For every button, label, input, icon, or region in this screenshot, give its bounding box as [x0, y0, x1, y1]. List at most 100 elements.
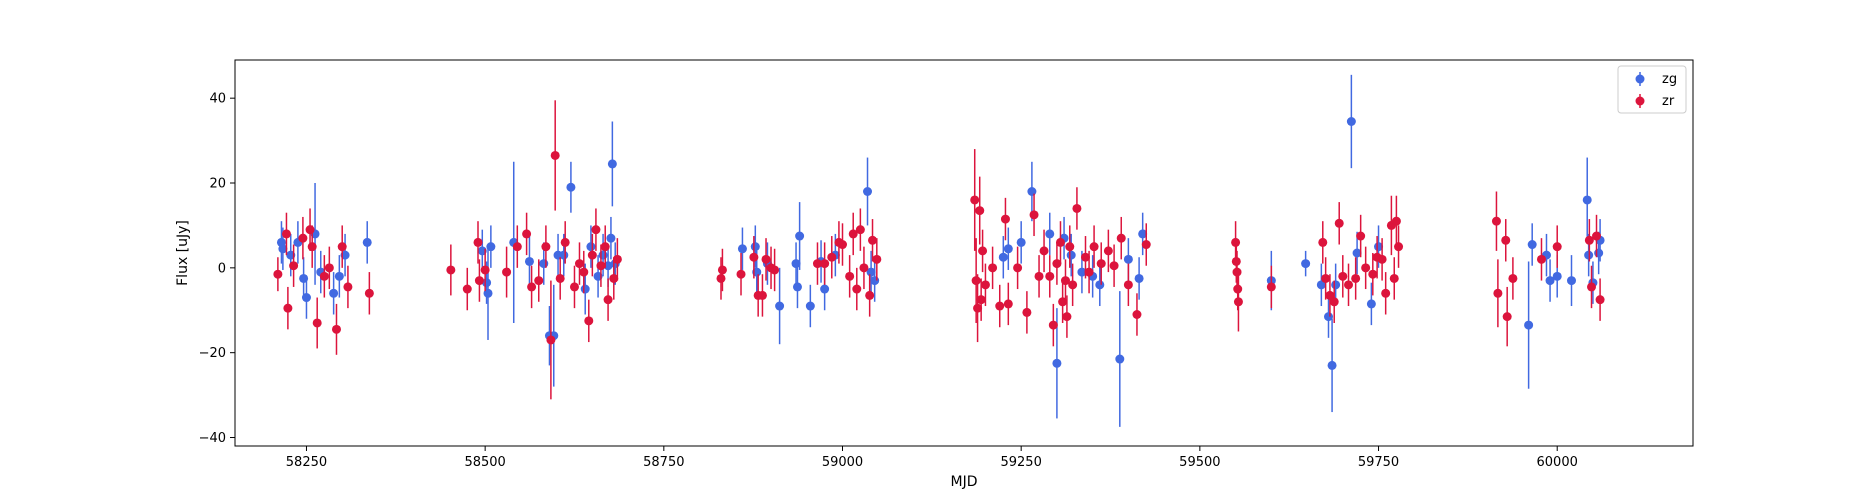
- data-point-zr: [502, 267, 512, 277]
- data-point-zr: [736, 269, 746, 279]
- data-point-zr: [319, 271, 329, 281]
- data-point-zg: [1374, 242, 1384, 252]
- x-axis-label: MJD: [951, 474, 978, 490]
- data-point-zg: [1552, 271, 1562, 281]
- data-point-zg: [1366, 299, 1376, 309]
- data-point-zr: [534, 276, 544, 286]
- data-point-zr: [1068, 280, 1078, 290]
- data-point-zg: [1077, 267, 1087, 277]
- data-point-zr: [845, 271, 855, 281]
- data-point-zr: [1132, 310, 1142, 320]
- data-point-zr: [820, 259, 830, 269]
- data-point-zg: [1594, 248, 1604, 258]
- data-point-zr: [1034, 271, 1044, 281]
- data-point-zr: [541, 242, 551, 252]
- data-point-zg: [1016, 237, 1026, 247]
- y-tick-label: −20: [199, 346, 226, 361]
- data-point-zg: [278, 244, 288, 254]
- x-axis: 58250 58500 58750 59000 59250 59500 59750 60000: [286, 446, 1578, 470]
- data-point-zr: [872, 254, 882, 264]
- data-point-zg: [775, 301, 785, 311]
- data-point-zr: [838, 240, 847, 250]
- data-point-zr: [546, 335, 556, 345]
- data-point-zr: [579, 267, 589, 277]
- data-point-zg: [539, 259, 549, 269]
- data-point-zg: [750, 242, 760, 252]
- data-point-zg: [737, 244, 747, 254]
- data-point-zr: [1318, 237, 1328, 247]
- data-point-zr: [474, 276, 484, 286]
- legend-box: [1617, 65, 1687, 114]
- data-point-zg: [1545, 276, 1555, 286]
- data-point-zr: [324, 263, 334, 273]
- data-point-zr: [527, 282, 537, 292]
- data-point-zr: [462, 284, 472, 294]
- data-point-zg: [329, 288, 339, 298]
- data-point-zr: [312, 318, 322, 328]
- data-point-zr: [1116, 233, 1126, 243]
- data-point-zg: [1346, 117, 1356, 127]
- data-point-zr: [560, 237, 570, 247]
- data-point-zr: [1587, 282, 1597, 292]
- data-point-zg: [559, 250, 569, 260]
- data-point-zr: [1389, 273, 1399, 283]
- data-point-zg: [805, 301, 815, 311]
- data-point-zr: [761, 254, 771, 264]
- data-point-zr: [1055, 237, 1065, 247]
- data-point-zr: [1039, 246, 1049, 256]
- data-point-zg: [1003, 244, 1013, 254]
- data-point-zr: [612, 254, 622, 264]
- data-point-zr: [1491, 216, 1501, 226]
- y-axis: −40 −20 0 20 40: [199, 92, 235, 446]
- data-point-zr: [971, 276, 981, 286]
- data-point-zr: [812, 259, 822, 269]
- data-point-zr: [1072, 203, 1082, 213]
- data-point-zr: [446, 265, 456, 275]
- data-point-zr: [305, 225, 315, 235]
- data-point-zr: [574, 259, 584, 269]
- data-point-zg: [566, 182, 576, 192]
- data-point-zr: [1361, 263, 1371, 273]
- data-point-zg: [1524, 320, 1534, 330]
- data-point-zr: [1060, 276, 1070, 286]
- data-point-zr: [978, 246, 988, 256]
- data-point-zg: [863, 186, 873, 196]
- data-point-zr: [1048, 320, 1058, 330]
- data-point-zr: [1381, 288, 1391, 298]
- legend-label-zr: zr: [1662, 94, 1675, 109]
- data-point-zr: [569, 282, 579, 292]
- data-point-zg: [792, 282, 802, 292]
- data-point-zr: [852, 284, 862, 294]
- data-point-zg: [1331, 280, 1341, 290]
- data-point-zr: [289, 261, 299, 271]
- data-point-zr: [331, 324, 341, 334]
- data-point-zg: [482, 278, 492, 288]
- data-point-zg: [870, 276, 880, 286]
- data-point-zr: [1368, 269, 1378, 279]
- data-point-zr: [591, 225, 601, 235]
- data-point-zr: [1096, 259, 1106, 269]
- data-point-zg: [820, 284, 830, 294]
- data-point-zr: [1029, 210, 1039, 220]
- data-point-zr: [1552, 242, 1562, 252]
- data-point-zr: [976, 295, 986, 305]
- data-point-zr: [600, 242, 610, 252]
- data-point-zr: [1334, 218, 1344, 228]
- axes-frame: [234, 59, 1694, 447]
- data-point-zg: [580, 284, 590, 294]
- data-point-zr: [1592, 231, 1602, 241]
- data-point-zr: [1062, 312, 1072, 322]
- data-point-zr: [848, 229, 858, 239]
- series-zr: [273, 100, 1605, 400]
- data-point-zg: [1527, 240, 1537, 250]
- data-point-zg: [1324, 312, 1333, 322]
- y-tick-label: 20: [209, 177, 226, 192]
- data-point-zg: [598, 250, 608, 260]
- data-point-zg: [607, 159, 617, 169]
- data-point-zr: [975, 206, 985, 216]
- data-point-zg: [791, 259, 801, 269]
- data-point-zg: [1123, 254, 1133, 264]
- data-point-zg: [1045, 229, 1055, 239]
- data-point-zr: [1377, 254, 1387, 264]
